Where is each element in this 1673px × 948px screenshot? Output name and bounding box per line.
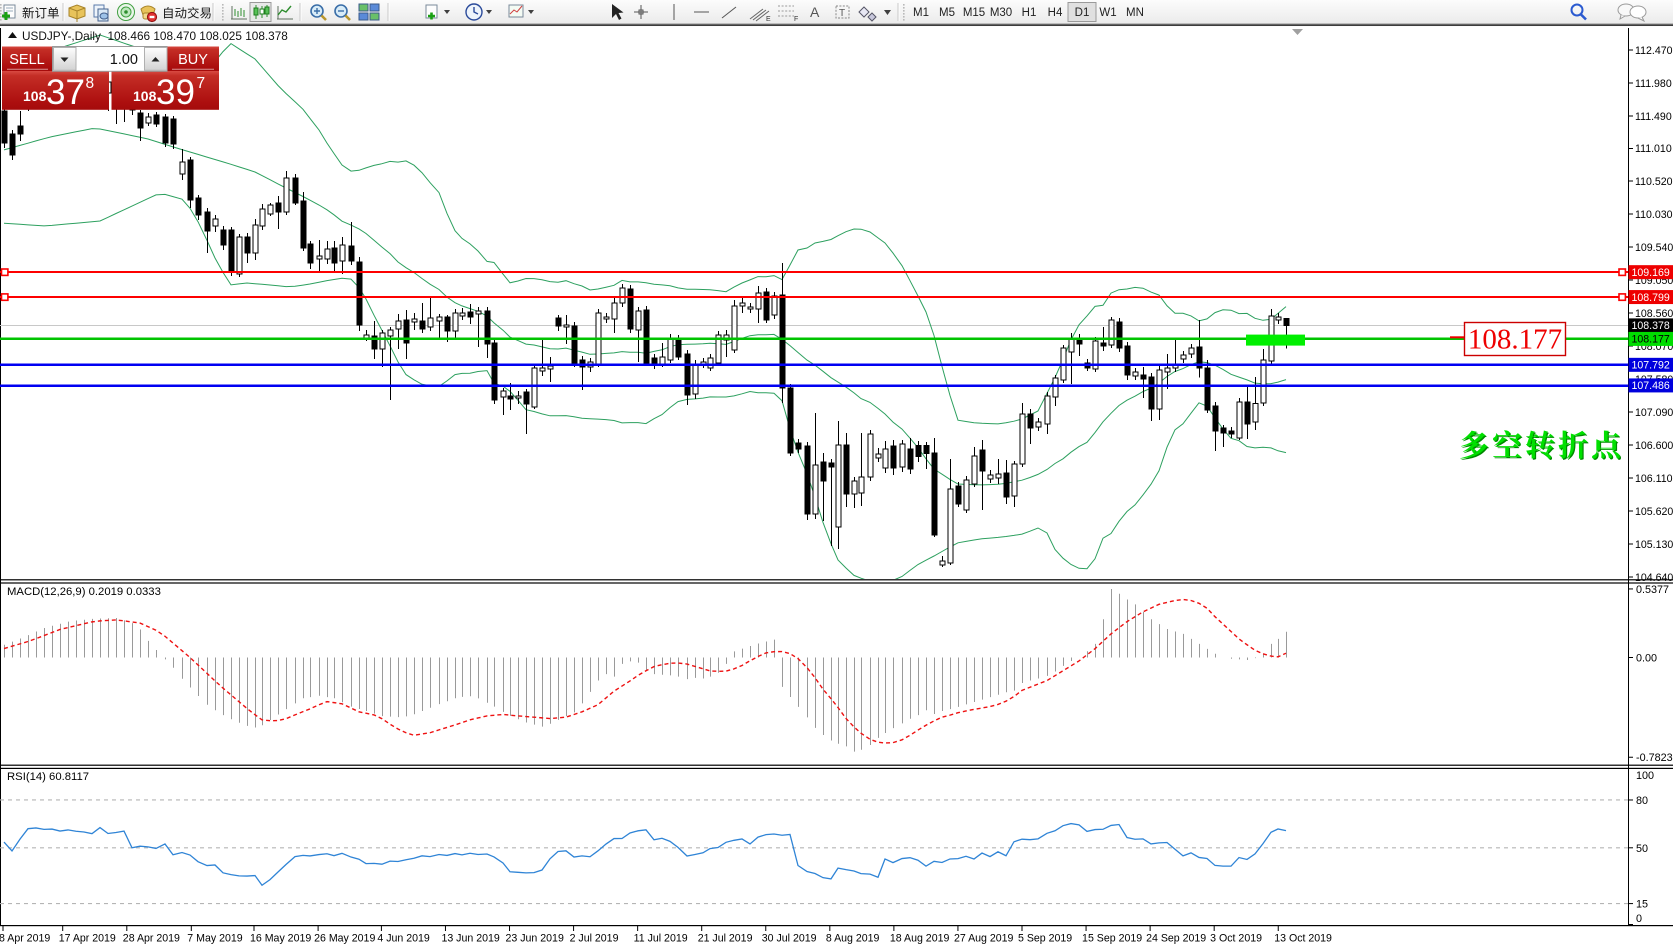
svg-text:3 Oct 2019: 3 Oct 2019 [1210, 933, 1262, 945]
svg-text:111.490: 111.490 [1635, 111, 1672, 123]
svg-text:108: 108 [23, 88, 47, 104]
svg-text:1.00: 1.00 [110, 52, 138, 68]
svg-text:8 Apr 2019: 8 Apr 2019 [0, 933, 50, 945]
svg-text:5 Sep 2019: 5 Sep 2019 [1018, 933, 1072, 945]
svg-text:107.792: 107.792 [1632, 360, 1670, 372]
svg-text:108.560: 108.560 [1635, 308, 1673, 320]
svg-text:15: 15 [1636, 899, 1648, 911]
svg-text:0: 0 [1636, 913, 1642, 925]
svg-text:24 Sep 2019: 24 Sep 2019 [1146, 933, 1206, 945]
svg-text:13 Oct 2019: 13 Oct 2019 [1274, 933, 1332, 945]
svg-text:105.620: 105.620 [1635, 506, 1673, 518]
svg-text:23 Jun 2019: 23 Jun 2019 [506, 933, 564, 945]
svg-text:E: E [766, 16, 771, 23]
svg-text:7: 7 [197, 75, 206, 92]
svg-text:BUY: BUY [178, 52, 208, 68]
svg-text:111.980: 111.980 [1635, 78, 1672, 90]
svg-text:W1: W1 [1099, 7, 1116, 19]
svg-text:0.5377: 0.5377 [1636, 584, 1669, 596]
svg-text:106.600: 106.600 [1635, 440, 1673, 452]
svg-text:109.169: 109.169 [1632, 267, 1670, 279]
svg-text:4 Jun 2019: 4 Jun 2019 [377, 933, 430, 945]
svg-text:39: 39 [156, 73, 195, 112]
svg-text:7 May 2019: 7 May 2019 [187, 933, 242, 945]
svg-text:M5: M5 [939, 7, 955, 19]
svg-text:2 Jul 2019: 2 Jul 2019 [570, 933, 619, 945]
svg-text:105.130: 105.130 [1635, 539, 1673, 551]
svg-text:27 Aug 2019: 27 Aug 2019 [954, 933, 1014, 945]
svg-text:26 May 2019: 26 May 2019 [314, 933, 375, 945]
svg-text:A: A [810, 4, 820, 20]
svg-text:107.090: 107.090 [1635, 407, 1673, 419]
svg-text:16 May 2019: 16 May 2019 [250, 933, 311, 945]
svg-text:30 Jul 2019: 30 Jul 2019 [762, 933, 817, 945]
svg-text:110.030: 110.030 [1635, 209, 1673, 221]
svg-text:18 Aug 2019: 18 Aug 2019 [890, 933, 950, 945]
svg-text:RSI(14) 60.8117: RSI(14) 60.8117 [7, 771, 89, 783]
svg-text:106.110: 106.110 [1635, 473, 1673, 485]
svg-text:108.177: 108.177 [1468, 324, 1562, 356]
svg-text:104.640: 104.640 [1635, 572, 1673, 584]
svg-text:-0.7823: -0.7823 [1636, 752, 1673, 764]
svg-text:108.799: 108.799 [1632, 292, 1670, 304]
svg-text:21 Jul 2019: 21 Jul 2019 [698, 933, 753, 945]
svg-text:MACD(12,26,9) 0.2019 0.0333: MACD(12,26,9) 0.2019 0.0333 [7, 586, 161, 598]
svg-text:11 Jul 2019: 11 Jul 2019 [634, 933, 688, 945]
svg-text:8: 8 [86, 75, 95, 92]
svg-text:M30: M30 [990, 7, 1012, 19]
svg-text:D1: D1 [1075, 7, 1090, 19]
svg-text:H4: H4 [1048, 7, 1063, 19]
svg-text:M15: M15 [963, 7, 985, 19]
svg-text:108.378: 108.378 [1632, 320, 1670, 332]
svg-text:MN: MN [1126, 7, 1144, 19]
svg-text:111.010: 111.010 [1635, 143, 1672, 155]
svg-text:112.470: 112.470 [1635, 45, 1673, 57]
svg-text:13 Jun 2019: 13 Jun 2019 [441, 933, 499, 945]
svg-text:37: 37 [46, 73, 85, 112]
svg-text:108.177: 108.177 [1632, 334, 1670, 346]
svg-text:107.486: 107.486 [1632, 380, 1670, 392]
svg-text:T: T [839, 8, 845, 19]
svg-text:F: F [794, 16, 798, 23]
svg-text:28 Apr 2019: 28 Apr 2019 [123, 933, 180, 945]
svg-text:109.540: 109.540 [1635, 242, 1673, 254]
svg-text:SELL: SELL [9, 52, 44, 68]
svg-text:100: 100 [1636, 770, 1654, 782]
svg-text:H1: H1 [1022, 7, 1037, 19]
svg-text:80: 80 [1636, 795, 1648, 807]
svg-text:0.00: 0.00 [1636, 653, 1657, 665]
svg-text:17 Apr 2019: 17 Apr 2019 [59, 933, 116, 945]
svg-text:M1: M1 [913, 7, 929, 19]
svg-text:USDJPY-,Daily 108.466 108.470: USDJPY-,Daily 108.466 108.470 108.025 10… [22, 29, 288, 43]
svg-text:108: 108 [133, 88, 157, 104]
svg-text:110.520: 110.520 [1635, 176, 1673, 188]
svg-text:8 Aug 2019: 8 Aug 2019 [826, 933, 880, 945]
svg-text:15 Sep 2019: 15 Sep 2019 [1082, 933, 1142, 945]
svg-text:50: 50 [1636, 843, 1648, 855]
